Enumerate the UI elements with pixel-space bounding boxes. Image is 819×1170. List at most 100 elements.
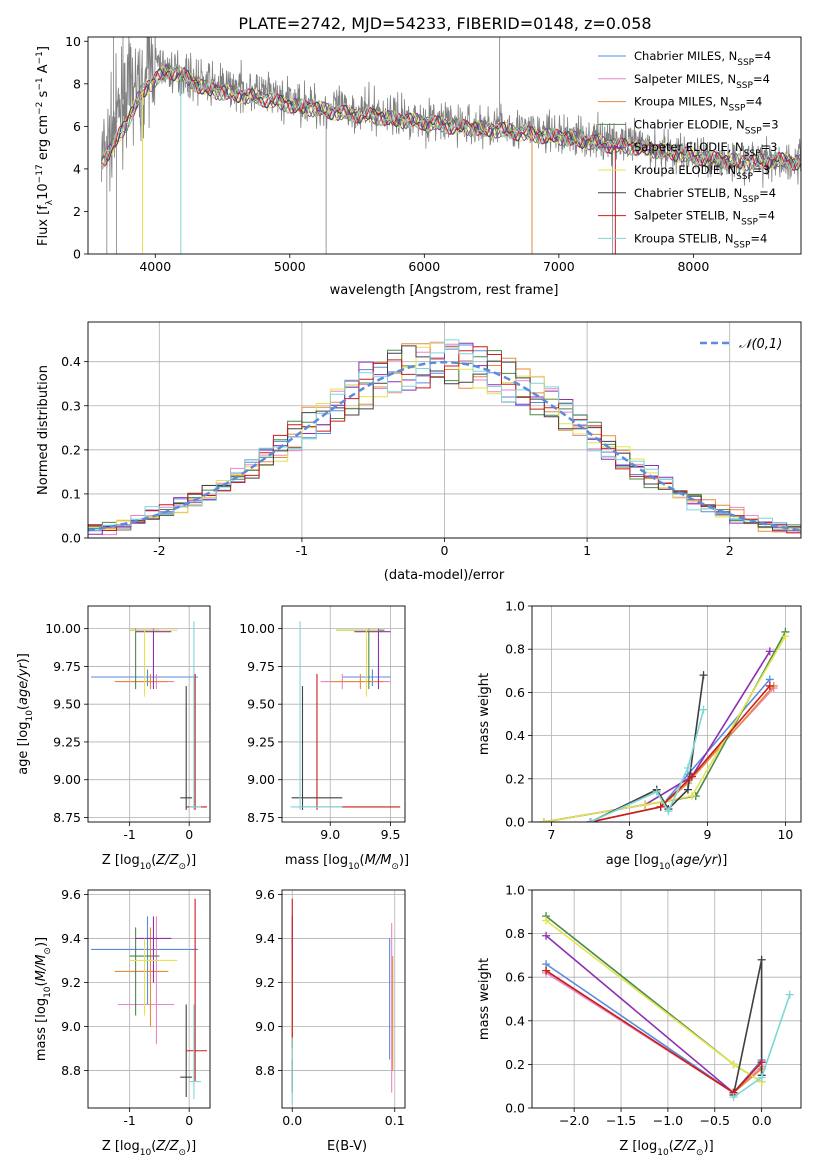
y-tick-label: 1.0: [505, 883, 525, 898]
weight-marker: [729, 1093, 738, 1102]
legend-entry: 𝒩(0,1): [739, 337, 782, 352]
x-axis-label: (data-model)/error: [384, 568, 505, 583]
x-tick-label: 7: [548, 827, 556, 842]
residual-histogram: [88, 339, 801, 532]
y-tick-label: 10: [65, 34, 81, 49]
legend-entry: Chabrier MILES, NSSP=4: [634, 49, 771, 68]
axes-frame: [281, 605, 406, 823]
weight-marker: [664, 807, 673, 816]
x-tick-label: 0: [185, 1113, 193, 1128]
y-tick-label: 6: [73, 119, 81, 134]
x-axis-label: Z [log10(Z/Z⊙)]: [102, 1139, 196, 1158]
age-vs-mass-panel: 9.0 9.5 8.75 9.00 9.25 9.50 9.75 10.00 mass [log…: [239, 605, 409, 872]
y-axis-label: Normed distribution: [36, 365, 51, 495]
errorbar-plot-area: [90, 621, 208, 810]
y-tick-label: 0.8: [505, 926, 525, 941]
x-axis-label: Z [log10(Z/Z⊙)]: [619, 1139, 713, 1158]
y-tick-label: 9.50: [53, 697, 81, 712]
y-tick-label: 0.4: [61, 354, 81, 369]
weight-marker: [542, 966, 551, 975]
y-tick-label: 0.0: [505, 815, 525, 830]
mass-vs-extinction-panel: 0.0 0.1 8.8 9.0 9.2 9.4 9.6 E(B-V): [255, 887, 406, 1154]
legend-entry: Kroupa MILES, NSSP=4: [634, 95, 762, 114]
weight-line: [590, 685, 771, 822]
axes-frame: [87, 321, 802, 539]
weight-marker: [757, 955, 766, 964]
x-tick-label: 0: [185, 827, 193, 842]
x-tick-label: 4000: [139, 259, 171, 274]
y-tick-label: 9.50: [247, 697, 275, 712]
y-tick-label: 0.2: [505, 771, 525, 786]
weight-marker: [683, 764, 692, 772]
x-tick-label: 9: [703, 827, 711, 842]
y-axis-label: mass weight: [477, 673, 492, 755]
x-tick-label: 1: [583, 543, 591, 558]
y-tick-label: 1.0: [505, 599, 525, 614]
axes-frame: [281, 889, 406, 1109]
y-tick-label: 0.4: [505, 728, 525, 743]
y-tick-label: 9.4: [61, 931, 81, 946]
weight-marker: [757, 1073, 766, 1082]
y-axis-label: age [log10(age/yr)]: [16, 653, 35, 775]
weight-line: [545, 972, 763, 1094]
figure-title: PLATE=2742, MJD=54233, FIBERID=0148, z=0…: [238, 14, 651, 33]
errorbar-plot-area: [290, 621, 401, 810]
y-tick-label: 0.6: [505, 970, 525, 985]
weight-marker: [699, 671, 708, 680]
x-tick-label: −2.0: [559, 1113, 589, 1128]
weight-plot-area: [542, 912, 794, 1102]
x-axis-label: mass [log10(M/M⊙)]: [285, 853, 409, 872]
normal-curve: [88, 360, 801, 532]
legend-entry: Chabrier ELODIE, NSSP=3: [634, 117, 779, 136]
mass-weight-vs-metallicity-panel: −2.0 −1.5 −1.0 −0.5 0.0 0.0 0.2 0.4 0.6 0.8 1.0 Z […: [477, 883, 802, 1158]
y-tick-label: 0.8: [505, 642, 525, 657]
y-tick-label: 0.0: [61, 531, 81, 546]
x-tick-label: 9.5: [381, 827, 401, 842]
legend-entry: Salpeter MILES, NSSP=4: [634, 72, 770, 91]
mass-weight-vs-age-panel: 7 8 9 10 0.0 0.2 0.4 0.6 0.8 1.0 age [log10(age/yr…: [477, 599, 802, 872]
residual-histogram-panel: -2 -1 0 1 2 0.0 0.1 0.2 0.3 0.4 (data-model)/error…: [36, 321, 802, 583]
legend-entry: Kroupa ELODIE, NSSP=3: [634, 163, 770, 182]
weight-marker: [656, 802, 665, 811]
y-tick-label: 9.2: [61, 975, 81, 990]
weight-marker: [757, 1058, 766, 1067]
x-tick-label: −0.5: [700, 1113, 730, 1128]
y-tick-label: 9.25: [247, 734, 275, 749]
x-tick-label: -1: [296, 543, 308, 558]
weight-plot-area: [539, 627, 790, 822]
y-tick-label: 8.8: [255, 1063, 275, 1078]
y-tick-label: 0.2: [61, 442, 81, 457]
x-tick-label: -1: [123, 827, 135, 842]
y-axis-label: mass [log10(M/M⊙)]: [34, 937, 53, 1061]
x-tick-label: 0: [441, 543, 449, 558]
y-tick-label: 9.6: [255, 887, 275, 902]
y-tick-label: 9.0: [255, 1019, 275, 1034]
histogram-plot-area: [88, 339, 801, 537]
axes-frame: [87, 36, 802, 255]
y-tick-label: 8: [73, 76, 81, 91]
weight-marker: [641, 800, 650, 809]
legend-entry: Salpeter STELIB, NSSP=4: [634, 209, 775, 228]
y-tick-label: 10.00: [239, 621, 275, 636]
x-axis-label: E(B-V): [327, 1139, 367, 1154]
y-axis-label: mass weight: [477, 958, 492, 1040]
x-tick-label: 8: [625, 827, 633, 842]
y-tick-label: 0.4: [505, 1013, 525, 1028]
weight-marker: [765, 681, 774, 690]
y-tick-label: 2: [73, 204, 81, 219]
weight-marker: [652, 787, 661, 796]
y-tick-label: 0.0: [505, 1101, 525, 1116]
weight-marker: [765, 647, 774, 656]
x-tick-label: 5000: [274, 259, 306, 274]
y-tick-label: 8.75: [53, 810, 81, 825]
y-tick-label: 0.2: [505, 1057, 525, 1072]
weight-marker: [542, 931, 551, 940]
x-tick-label: 0.0: [752, 1113, 772, 1128]
axes-frame: [531, 889, 802, 1109]
x-axis-label: age [log10(age/yr)]: [606, 853, 728, 872]
y-tick-label: 9.00: [247, 772, 275, 787]
y-tick-label: 0.6: [505, 685, 525, 700]
age-vs-metallicity-panel: -1 0 8.75 9.00 9.25 9.50 9.75 10.00 Z [log10(Z/Z…: [16, 605, 211, 872]
x-tick-label: 7000: [543, 259, 575, 274]
legend-entry: Salpeter ELODIE, NSSP=3: [634, 140, 777, 159]
